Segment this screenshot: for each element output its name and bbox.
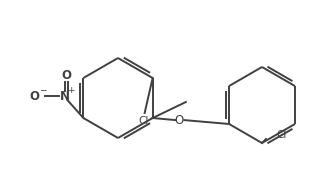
Text: +: + (67, 85, 74, 94)
Text: N: N (60, 90, 70, 103)
Text: Cl: Cl (276, 130, 286, 140)
Text: O: O (29, 90, 39, 103)
Text: Cl: Cl (138, 116, 149, 126)
Text: −: − (39, 85, 46, 94)
Text: O: O (61, 68, 71, 82)
Text: O: O (175, 114, 184, 127)
